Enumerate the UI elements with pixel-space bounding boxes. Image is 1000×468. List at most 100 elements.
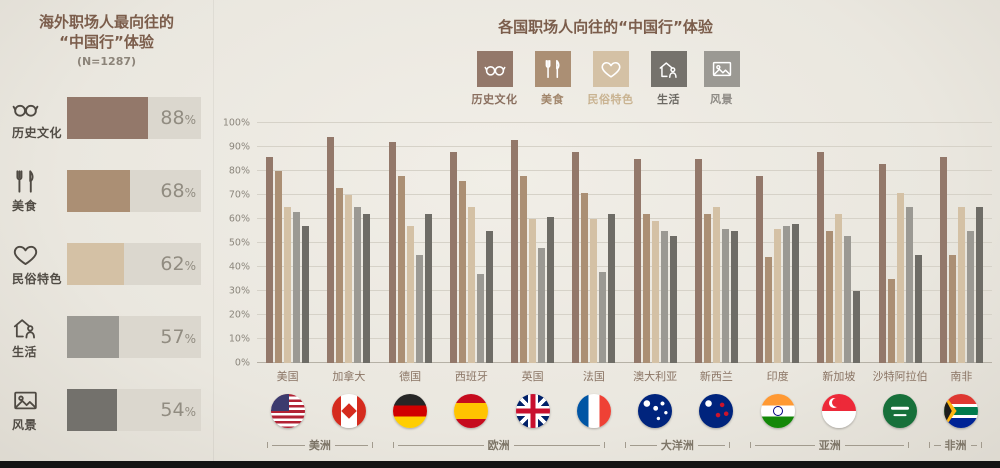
x-tick-label: 法国	[582, 370, 605, 383]
chart-title: 各国职场人向往的“中国行”体验	[498, 18, 713, 36]
bracket-tick	[929, 442, 931, 448]
bracket-line	[629, 444, 657, 446]
flag-us-icon	[270, 394, 305, 428]
bracket-line	[934, 444, 941, 446]
region-group: 欧洲	[383, 437, 615, 453]
bar-history-culture	[266, 156, 274, 363]
left-title-line1: 海外职场人最向往的	[38, 13, 174, 31]
region-label: 欧洲	[487, 439, 510, 452]
bar-group	[441, 123, 502, 363]
flag-cell	[808, 394, 869, 428]
picture-icon: 风景	[12, 387, 67, 433]
flag-cell	[502, 394, 563, 428]
y-tick-label: 30%	[228, 285, 250, 297]
bar-scenery	[730, 231, 738, 363]
flag-de-icon	[393, 394, 428, 428]
flag-fr-icon	[576, 394, 611, 428]
left-bar-value: 68%	[160, 180, 196, 202]
region-label: 非洲	[944, 439, 967, 452]
region-group: 非洲	[919, 437, 992, 453]
flag-au-icon	[638, 394, 673, 428]
right-panel: 各国职场人向往的“中国行”体验 历史文化 美食 民俗特色 生活 风景 0% 10% 20% 3…	[215, 0, 1000, 461]
plot-area	[257, 122, 992, 363]
bar-folk-custom	[345, 195, 353, 363]
bar-food	[458, 180, 466, 363]
legend-item: 生活	[650, 51, 687, 107]
bar-life	[538, 247, 546, 363]
region-label: 美洲	[308, 439, 331, 452]
x-tick-label: 美国	[276, 370, 299, 383]
left-bar-fill	[67, 243, 125, 285]
region-group: 亚洲	[740, 437, 919, 453]
bracket-tick	[267, 442, 268, 448]
bar-food	[703, 214, 711, 363]
bar-folk-custom	[590, 219, 598, 363]
y-tick-label: 90%	[228, 141, 250, 153]
region-label: 大洋洲	[660, 439, 694, 452]
bar-group	[931, 123, 992, 363]
bar-life	[783, 226, 791, 363]
bar-scenery	[302, 226, 310, 363]
y-tick-label: 0%	[234, 357, 250, 369]
bar-life	[966, 231, 974, 363]
bar-food	[887, 279, 895, 363]
left-bar-list: 历史文化 88% 美食 68% 民俗特色 62% 生活 57% 风景 54%	[12, 82, 201, 447]
bar-life	[476, 274, 484, 363]
bar-group	[808, 123, 869, 363]
bar-scenery	[914, 255, 922, 363]
bar-history-culture	[817, 151, 825, 363]
bracket-line	[844, 444, 905, 446]
bar-group	[380, 123, 441, 363]
x-labels: 美国 加拿大 德国 西班牙 英国 法国 澳大利亚 新西兰 印度 新加坡 沙特阿拉伯 南非	[257, 368, 992, 384]
heart-icon	[592, 51, 629, 87]
bar-groups	[257, 123, 992, 363]
x-tick-label: 英国	[521, 370, 544, 383]
bar-food	[520, 175, 528, 363]
x-tick-label: 加拿大	[332, 370, 366, 383]
left-bar-track: 54%	[67, 389, 201, 431]
region-group: 大洋洲	[615, 437, 741, 453]
bracket-line	[272, 444, 305, 446]
bar-folk-custom	[651, 221, 659, 363]
gridline	[257, 122, 992, 123]
bracket-line	[334, 444, 368, 446]
bar-food	[948, 255, 956, 363]
legend-item: 民俗特色	[588, 51, 634, 107]
left-bar-fill	[67, 389, 117, 431]
bar-scenery	[363, 214, 371, 363]
gridline	[257, 242, 992, 243]
legend-item: 历史文化	[472, 51, 518, 107]
bar-folk-custom	[529, 219, 537, 363]
bracket-tick	[981, 442, 983, 448]
flag-cell	[870, 394, 931, 428]
left-bar-label: 民俗特色	[12, 272, 63, 286]
left-bar-value: 88%	[160, 107, 196, 129]
legend-label: 历史文化	[471, 93, 518, 106]
bar-folk-custom	[896, 192, 904, 363]
plot-column: 美国 加拿大 德国 西班牙 英国 法国 澳大利亚 新西兰 印度 新加坡 沙特阿拉伯 南非 美洲 欧洲 大洋…	[257, 122, 992, 453]
gridline	[257, 218, 992, 219]
bar-life	[844, 235, 852, 363]
bar-folk-custom	[957, 207, 965, 363]
y-axis-labels: 0% 10% 20% 30% 40% 50% 60% 70% 80% 90% 100%	[223, 118, 257, 369]
bar-group	[747, 123, 808, 363]
left-bar-row: 美食 68%	[12, 155, 201, 228]
grouped-bar-chart: 0% 10% 20% 30% 40% 50% 60% 70% 80% 90% 100% 美国 加拿大 德…	[219, 118, 992, 453]
bar-folk-custom	[284, 207, 292, 363]
bracket-line	[697, 444, 726, 446]
bracket-tick	[603, 442, 605, 448]
x-tick-label: 南非	[950, 370, 973, 383]
y-tick-label: 10%	[228, 333, 250, 345]
flag-za-icon	[944, 394, 979, 428]
flag-cell	[257, 394, 318, 428]
cutlery-icon	[534, 51, 571, 87]
flag-cell	[931, 394, 992, 428]
bar-group	[625, 123, 686, 363]
flag-ca-icon	[331, 394, 366, 428]
legend-item: 美食	[534, 51, 571, 107]
bracket-tick	[371, 442, 373, 448]
flag-cell	[563, 394, 624, 428]
left-bar-row: 风景 54%	[12, 374, 201, 447]
region-group: 美洲	[257, 437, 383, 453]
gridline	[257, 170, 992, 171]
